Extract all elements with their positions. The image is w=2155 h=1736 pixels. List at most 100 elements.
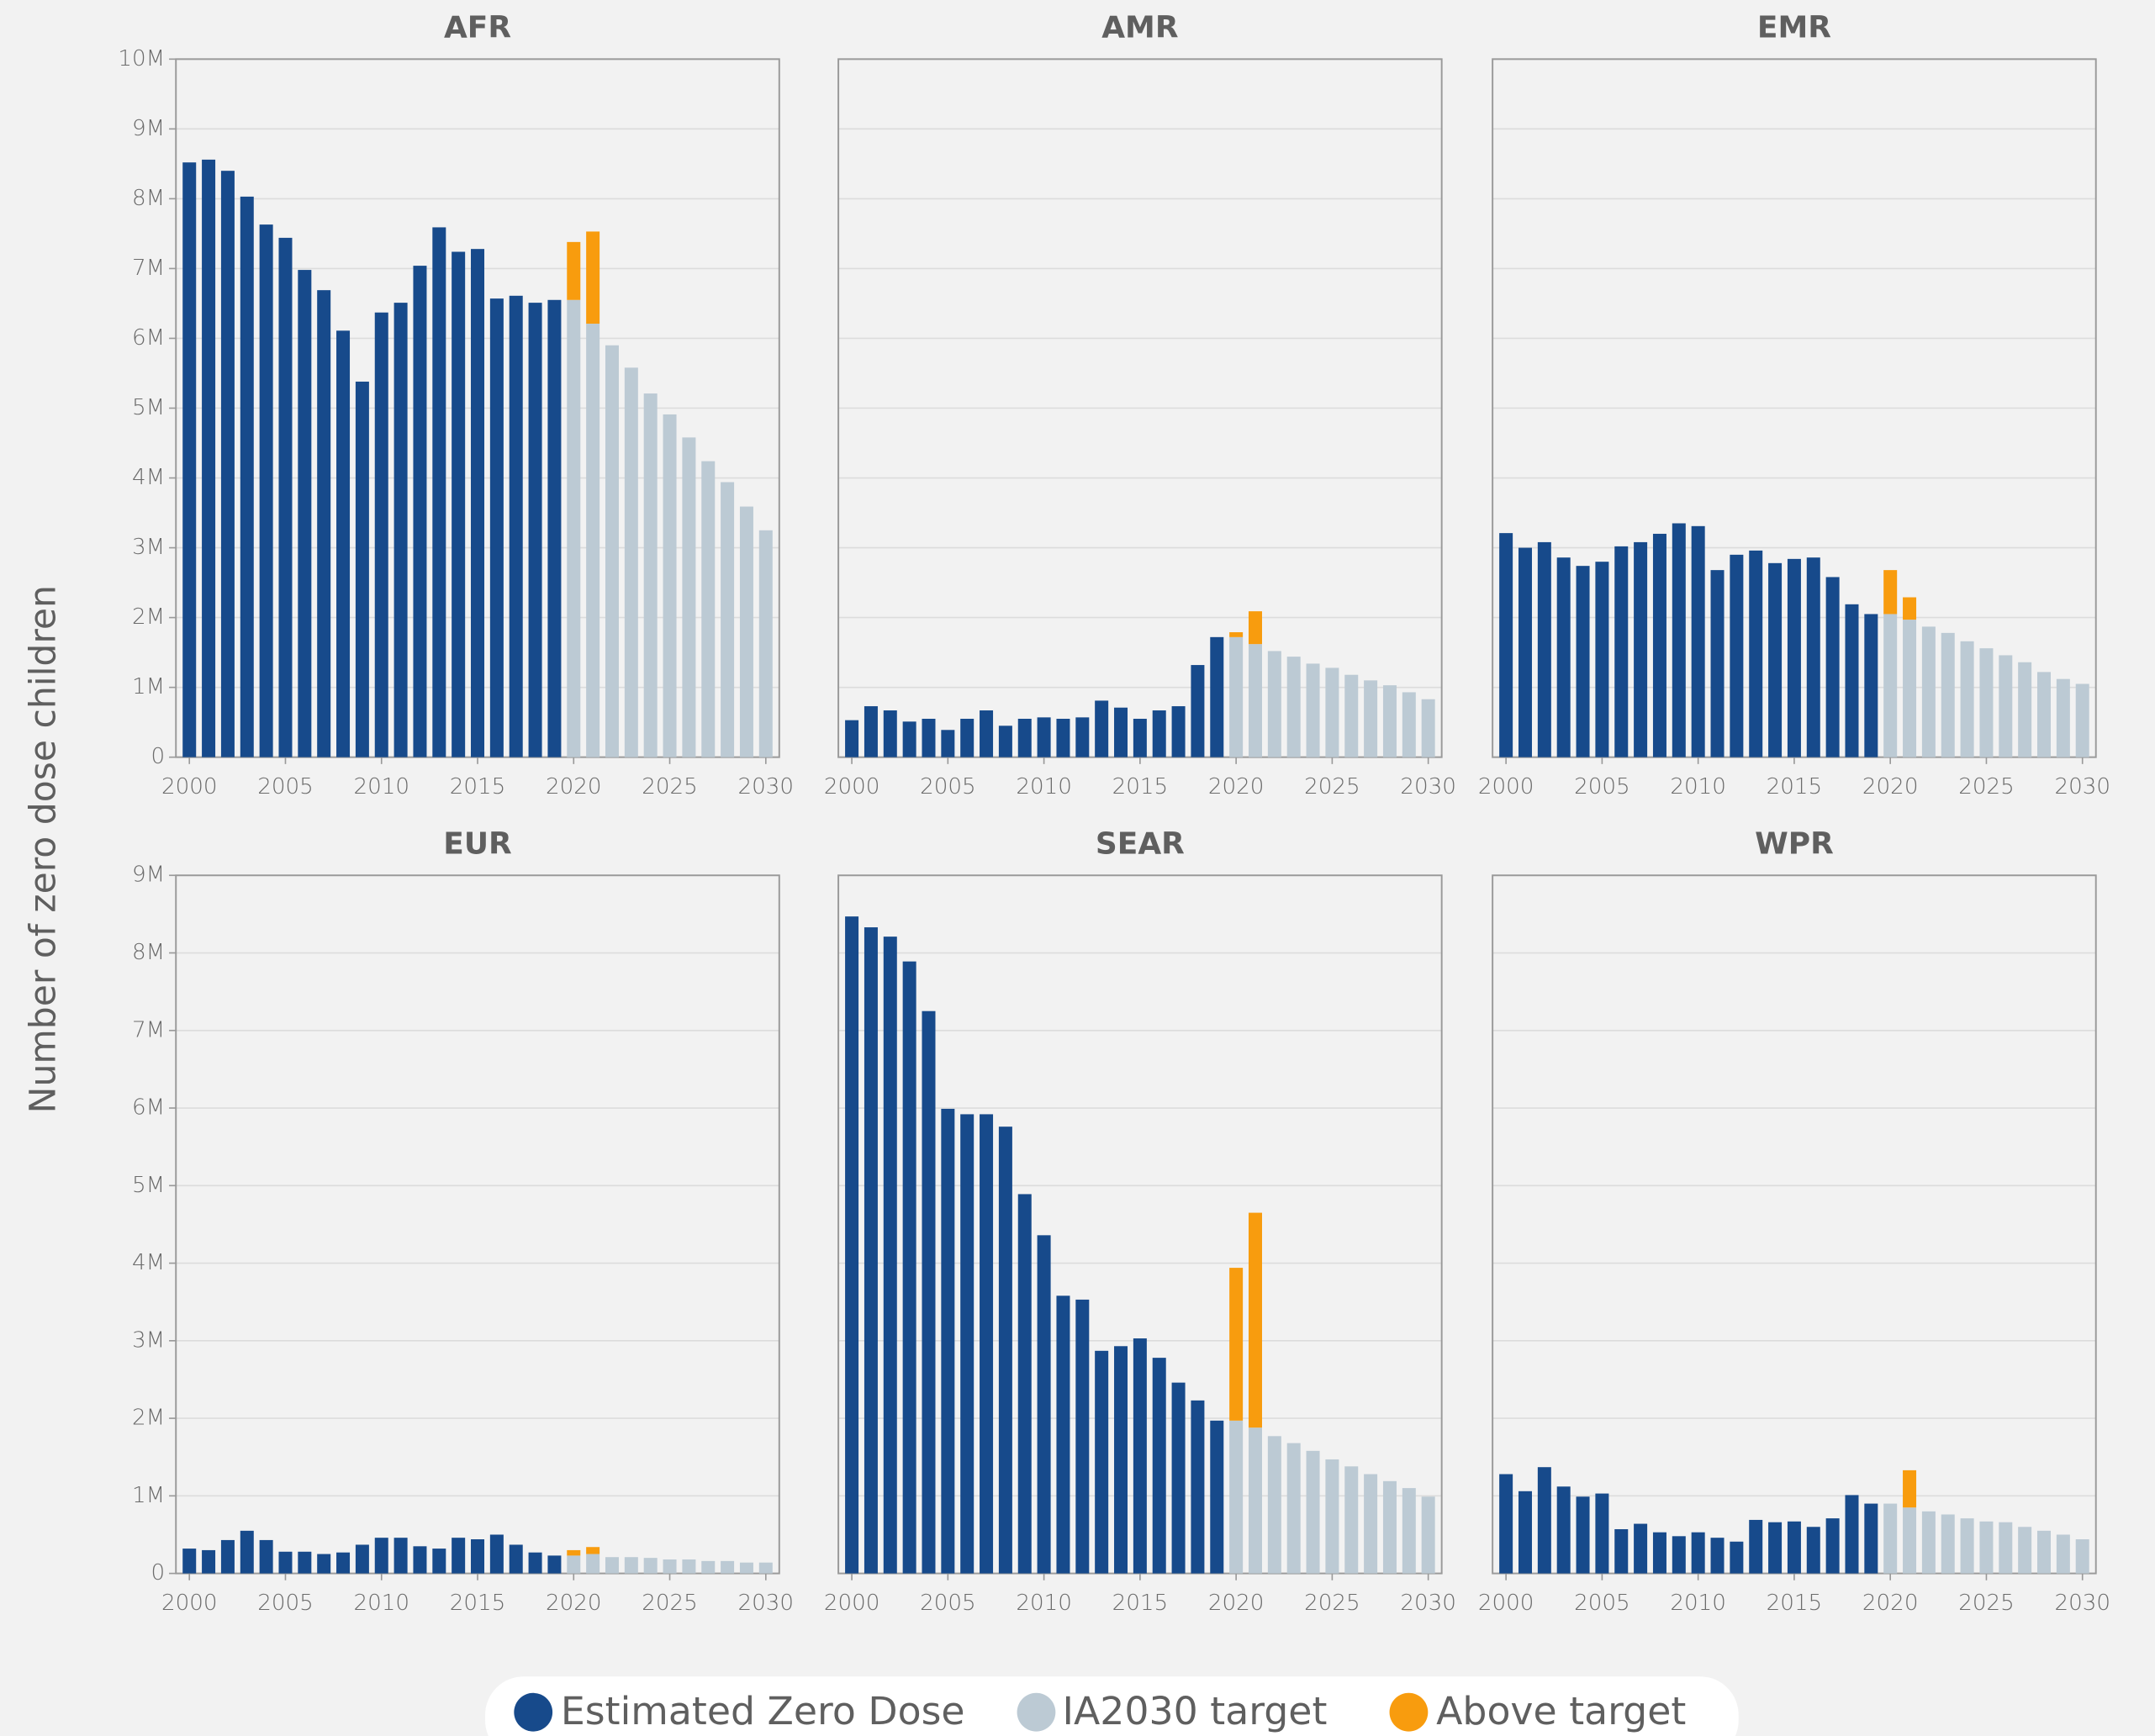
bar bbox=[1248, 644, 1262, 757]
bar bbox=[432, 227, 446, 757]
bar bbox=[1730, 554, 1744, 757]
bar bbox=[701, 461, 716, 757]
bar bbox=[1999, 655, 2013, 757]
legend-label: IA2030 target bbox=[1063, 1689, 1328, 1733]
bar bbox=[682, 1559, 696, 1574]
x-tick-label: 2025 bbox=[642, 1591, 698, 1616]
x-tick-label: 2020 bbox=[1862, 1591, 1919, 1616]
x-tick-label: 2020 bbox=[546, 1591, 602, 1616]
bar bbox=[1903, 1507, 1917, 1574]
x-tick-label: 2015 bbox=[1112, 1591, 1169, 1616]
bar bbox=[1576, 1496, 1590, 1574]
bar bbox=[758, 530, 773, 757]
y-tick-label: 5M bbox=[132, 395, 165, 420]
bar bbox=[1787, 1521, 1801, 1574]
y-tick-label: 7M bbox=[132, 256, 165, 281]
bar bbox=[1152, 710, 1166, 757]
bar bbox=[259, 224, 273, 757]
bar bbox=[1903, 597, 1917, 620]
bar bbox=[1652, 1532, 1666, 1574]
bar bbox=[1614, 546, 1629, 757]
x-tick-label: 2010 bbox=[1670, 1591, 1726, 1616]
bar bbox=[1248, 611, 1262, 645]
y-tick-label: 0 bbox=[151, 744, 166, 769]
bar bbox=[1095, 700, 1109, 757]
bar bbox=[941, 1108, 955, 1574]
bar bbox=[1364, 1474, 1378, 1574]
bar bbox=[1344, 674, 1359, 757]
x-tick-label: 2010 bbox=[353, 774, 409, 799]
bar bbox=[739, 1562, 753, 1574]
x-tick-label: 2000 bbox=[824, 1591, 880, 1616]
bar bbox=[1248, 1212, 1262, 1428]
bar bbox=[1883, 1503, 1898, 1574]
x-tick-label: 2010 bbox=[353, 1591, 409, 1616]
bar bbox=[960, 1114, 975, 1574]
plot-frame bbox=[175, 874, 780, 1575]
bar bbox=[1248, 1427, 1262, 1574]
bar bbox=[1499, 533, 1513, 757]
bar bbox=[1325, 667, 1339, 757]
bar bbox=[1210, 1420, 1224, 1574]
bar bbox=[2075, 683, 2089, 757]
bar bbox=[1960, 1518, 1974, 1574]
y-tick-label: 8M bbox=[132, 940, 165, 965]
bar bbox=[960, 719, 975, 757]
panel-title: AFR bbox=[444, 10, 511, 45]
bar bbox=[2037, 1530, 2052, 1574]
x-tick-label: 2000 bbox=[824, 774, 880, 799]
bar bbox=[1845, 1495, 1859, 1574]
bar bbox=[298, 1551, 312, 1574]
bar bbox=[336, 330, 351, 757]
x-tick-label: 2010 bbox=[1016, 1591, 1072, 1616]
y-tick-label: 2M bbox=[132, 1406, 165, 1431]
y-tick-label: 7M bbox=[132, 1017, 165, 1042]
bar bbox=[452, 1538, 466, 1574]
bar bbox=[317, 1554, 331, 1574]
bar bbox=[336, 1552, 351, 1574]
bar bbox=[1652, 533, 1666, 757]
bar bbox=[1556, 557, 1571, 757]
bar bbox=[1634, 1523, 1648, 1574]
x-tick-label: 2005 bbox=[1574, 1591, 1630, 1616]
bar bbox=[1037, 717, 1051, 757]
bar bbox=[1691, 1532, 1705, 1574]
x-tick-label: 2020 bbox=[546, 774, 602, 799]
bar bbox=[586, 324, 600, 757]
x-tick-label: 2015 bbox=[1767, 1591, 1823, 1616]
bar bbox=[883, 710, 897, 757]
bar bbox=[998, 1127, 1012, 1574]
bar bbox=[489, 1534, 504, 1574]
x-tick-label: 2020 bbox=[1208, 774, 1265, 799]
bar bbox=[1730, 1541, 1744, 1574]
x-tick-label: 2000 bbox=[161, 1591, 218, 1616]
y-tick-label: 2M bbox=[132, 604, 165, 630]
bar bbox=[2037, 672, 2052, 757]
bar bbox=[393, 1538, 408, 1574]
y-tick-label: 1M bbox=[132, 1483, 165, 1508]
bar bbox=[1017, 1194, 1032, 1574]
bar bbox=[1133, 719, 1147, 757]
bar bbox=[586, 231, 600, 325]
bar bbox=[509, 295, 523, 757]
legend-swatch bbox=[1017, 1692, 1056, 1732]
x-tick-label: 2020 bbox=[1208, 1591, 1265, 1616]
bar bbox=[1191, 665, 1205, 757]
bar bbox=[1325, 1459, 1339, 1574]
x-tick-label: 2015 bbox=[1767, 774, 1823, 799]
x-tick-label: 2000 bbox=[1478, 774, 1534, 799]
bar bbox=[998, 726, 1012, 757]
bar bbox=[528, 303, 542, 757]
x-tick-label: 2015 bbox=[450, 774, 506, 799]
bar bbox=[182, 1549, 197, 1574]
bar bbox=[471, 1539, 485, 1574]
bar bbox=[298, 270, 312, 757]
bar bbox=[1171, 706, 1186, 757]
bar bbox=[2018, 662, 2032, 757]
bar bbox=[220, 171, 235, 757]
bar bbox=[643, 393, 658, 757]
y-tick-label: 9M bbox=[132, 116, 165, 141]
plot-frame bbox=[1492, 874, 2097, 1575]
x-tick-label: 2010 bbox=[1016, 774, 1072, 799]
bar bbox=[489, 298, 504, 757]
